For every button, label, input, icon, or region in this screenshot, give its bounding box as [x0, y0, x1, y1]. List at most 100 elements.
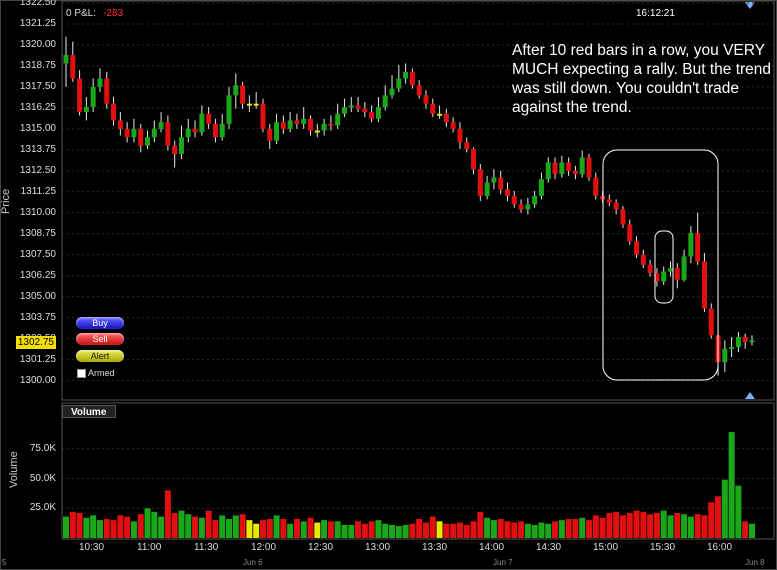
price-tick-label: 1313.75: [19, 143, 56, 155]
candle-body: [301, 118, 307, 124]
volume-bar: [585, 520, 592, 538]
alert-button[interactable]: Alert: [76, 350, 124, 362]
volume-tick-label: 75.0K: [29, 442, 56, 454]
price-tick-label: 1321.25: [19, 17, 56, 29]
scroll-up-icon[interactable]: [745, 2, 755, 9]
candle-body: [151, 128, 157, 138]
candle-body: [348, 105, 354, 108]
candle-body: [260, 103, 266, 129]
volume-bar: [110, 520, 117, 538]
volume-bar: [558, 520, 565, 538]
clock-time: 16:12:21: [636, 8, 675, 19]
candle-body: [90, 86, 96, 108]
candle-body: [742, 336, 748, 343]
candle-body: [661, 271, 667, 282]
volume-bar: [504, 521, 511, 538]
volume-bar: [171, 513, 178, 538]
volume-bar: [715, 496, 722, 538]
sell-button[interactable]: Sell: [76, 333, 124, 345]
volume-bar: [103, 518, 110, 538]
candle-body: [212, 123, 218, 138]
time-tick-label: 12:00: [251, 542, 277, 553]
candle-body: [124, 128, 130, 138]
candle-body: [226, 95, 232, 124]
candle-body: [192, 128, 198, 133]
volume-bar: [76, 513, 83, 538]
volume-bar: [341, 524, 348, 538]
volume-bar: [212, 520, 219, 538]
price-tick-label: 1312.50: [19, 164, 56, 176]
volume-bar: [640, 511, 647, 538]
candle-body: [131, 128, 137, 138]
candle-body: [450, 122, 456, 129]
volume-bar: [497, 518, 504, 538]
candle-body: [606, 199, 612, 203]
candle-body: [83, 107, 89, 113]
volume-bar: [375, 520, 382, 538]
volume-bar: [69, 511, 76, 538]
candle-body: [409, 71, 415, 86]
current-price-tag: 1302.75: [16, 336, 56, 349]
volume-bar: [198, 517, 205, 538]
volume-bar: [450, 523, 457, 538]
candle-body: [579, 157, 585, 175]
volume-tab[interactable]: Volume: [62, 405, 116, 418]
candle-body: [233, 85, 239, 96]
time-tick-label: 15:00: [593, 542, 619, 553]
volume-bar: [443, 523, 450, 538]
volume-bar: [721, 479, 728, 538]
volume-bar: [137, 514, 144, 538]
candle-body: [627, 224, 633, 242]
annotation-text: After 10 red bars in a row, you VERY MUC…: [512, 42, 772, 116]
volume-bar: [402, 524, 409, 538]
date-tick-label: Jun 8: [745, 558, 765, 567]
volume-bar: [470, 521, 477, 538]
left-edge-label: 5: [2, 558, 7, 567]
volume-bar: [314, 522, 321, 538]
pnl-label: 0 P&L:: [66, 8, 97, 19]
volume-bar: [90, 515, 97, 538]
candle-body: [321, 123, 327, 131]
volume-bar: [361, 523, 368, 538]
volume-bar: [565, 518, 572, 538]
time-tick-label: 11:30: [194, 542, 219, 553]
volume-bar: [239, 514, 246, 538]
buy-button[interactable]: Buy: [76, 317, 124, 329]
candle-body: [681, 256, 687, 280]
candle-body: [294, 120, 300, 124]
candle-body: [246, 103, 252, 106]
highlight-box-large: [602, 149, 719, 381]
armed-checkbox[interactable]: [77, 369, 86, 378]
volume-bar: [436, 521, 443, 538]
volume-bar: [633, 510, 640, 538]
candle-body: [613, 202, 619, 210]
volume-bar: [735, 485, 742, 538]
candle-body: [145, 137, 151, 146]
price-tick-label: 1317.50: [19, 80, 56, 92]
volume-bar: [653, 513, 660, 538]
candle-body: [722, 348, 728, 363]
candle-body: [382, 95, 388, 108]
volume-bar: [477, 511, 484, 538]
volume-bar: [518, 521, 525, 538]
candle-body: [165, 122, 171, 146]
candle-body: [695, 232, 701, 262]
price-tick-label: 1303.75: [19, 311, 56, 323]
volume-bar: [246, 520, 253, 538]
candle-body: [437, 113, 443, 116]
volume-bar: [463, 524, 470, 538]
volume-bar: [681, 514, 688, 538]
candle-body: [708, 308, 714, 336]
candle-body: [471, 149, 477, 170]
candle-body: [185, 128, 191, 138]
date-tick-label: Jun 7: [493, 558, 513, 567]
scroll-down-icon[interactable]: [745, 392, 755, 399]
price-tick-label: 1316.25: [19, 101, 56, 113]
candle-body: [545, 162, 551, 180]
volume-bar: [599, 517, 606, 538]
candle-body: [308, 118, 314, 131]
volume-bar: [219, 515, 226, 538]
price-tick-label: 1301.25: [19, 353, 56, 365]
candle-body: [504, 189, 510, 196]
